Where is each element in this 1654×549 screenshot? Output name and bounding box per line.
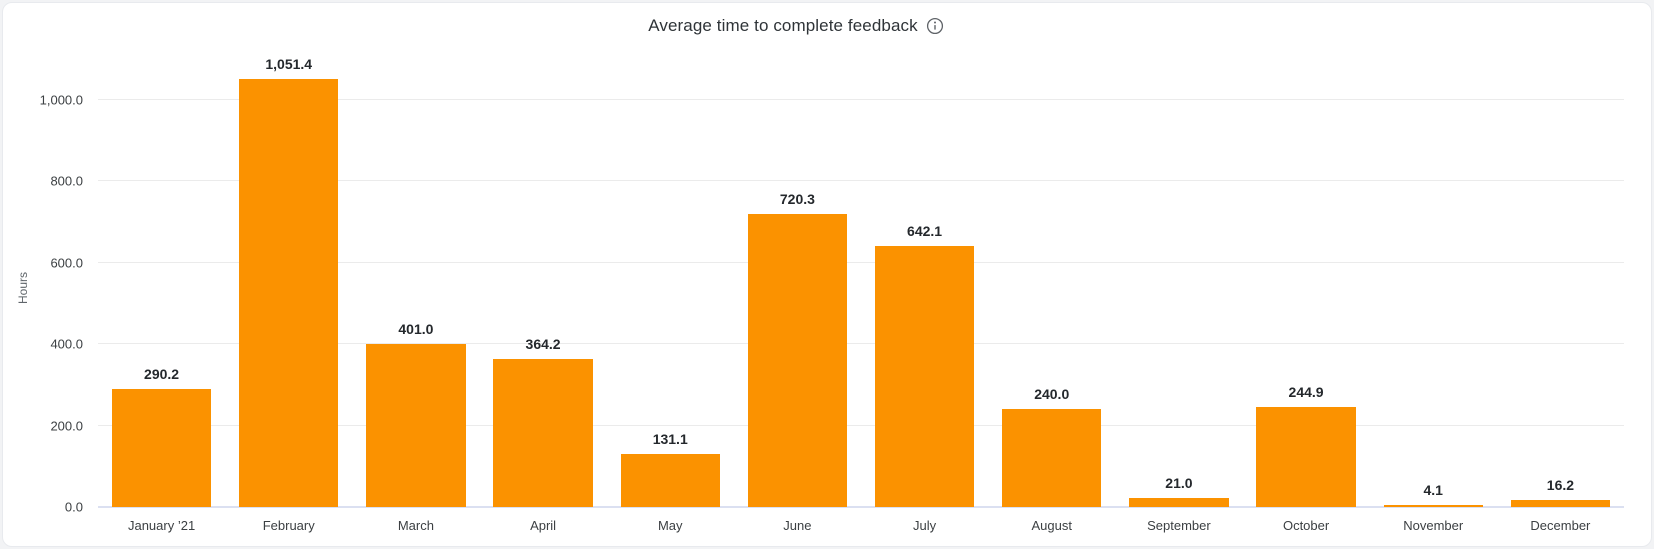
bar[interactable] xyxy=(1383,505,1483,507)
bar[interactable] xyxy=(1510,500,1610,507)
bar[interactable] xyxy=(620,453,720,507)
gridline xyxy=(98,180,1624,182)
y-tick-label: 800.0 xyxy=(50,173,83,189)
bar-slot: 240.0 xyxy=(988,59,1115,507)
gridline xyxy=(98,98,1624,100)
bar[interactable] xyxy=(747,213,847,507)
x-tick-label: March xyxy=(397,518,434,533)
y-axis-ticks: 0.0 200.0 400.0 600.0 800.0 1,000.0 xyxy=(3,59,83,514)
bar-slot: 244.9 xyxy=(1243,59,1370,507)
bar[interactable] xyxy=(1129,498,1229,507)
bar[interactable] xyxy=(1002,409,1102,507)
bar-value-label: 16.2 xyxy=(1546,477,1575,494)
bar[interactable] xyxy=(493,358,593,507)
bar[interactable] xyxy=(239,78,339,507)
x-tick-label: May xyxy=(657,518,683,533)
x-tick-label: July xyxy=(913,518,937,533)
y-tick-label: 1,000.0 xyxy=(39,92,83,108)
bar-slot: 364.2 xyxy=(480,59,607,507)
x-axis-baseline xyxy=(98,506,1624,508)
gridline xyxy=(98,343,1624,345)
bar[interactable] xyxy=(1256,407,1356,507)
bar-slot: 1,051.4 xyxy=(225,56,352,507)
bar-value-label: 244.9 xyxy=(1288,384,1324,401)
x-tick-label: February xyxy=(262,518,315,533)
bar-slot: 401.0 xyxy=(352,59,479,507)
x-tick-label: December xyxy=(1530,518,1591,533)
bar[interactable] xyxy=(111,388,212,507)
bar-value-label: 290.2 xyxy=(144,365,180,382)
info-icon[interactable] xyxy=(926,17,944,35)
bar-value-label: 364.2 xyxy=(525,335,561,352)
bar-value-label: 642.1 xyxy=(907,222,943,239)
x-tick-label: January ’21 xyxy=(127,518,196,533)
x-tick-label: June xyxy=(783,518,812,533)
bar-slot: 131.1 xyxy=(607,59,734,507)
bar-slot: 642.1 xyxy=(861,59,988,507)
y-tick-label: 200.0 xyxy=(50,418,83,434)
bar-value-label: 131.1 xyxy=(652,430,688,447)
bar-value-label: 21.0 xyxy=(1165,475,1193,492)
x-tick-label: April xyxy=(530,518,557,533)
x-axis-labels: January ’21 February March April May June July… xyxy=(98,518,1624,536)
bar-slot: 4.1 xyxy=(1370,59,1497,507)
chart-header: Average time to complete feedback xyxy=(3,16,1589,36)
bar-value-label: 4.1 xyxy=(1423,482,1443,499)
bar-value-label: 1,051.4 xyxy=(265,55,313,72)
x-tick-label: September xyxy=(1147,518,1211,533)
gridline xyxy=(98,261,1624,263)
bar-value-label: 720.3 xyxy=(779,190,815,207)
y-tick-label: 600.0 xyxy=(50,255,83,271)
bar-slot: 290.2 xyxy=(98,59,225,507)
bar-slot: 16.2 xyxy=(1497,59,1624,507)
x-tick-label: October xyxy=(1282,518,1330,533)
bar[interactable] xyxy=(874,245,975,507)
gridline xyxy=(98,424,1624,426)
bar-slot: 720.3 xyxy=(734,59,861,507)
y-tick-label: 400.0 xyxy=(50,336,83,352)
bar-slot: 21.0 xyxy=(1115,59,1242,507)
bar[interactable] xyxy=(366,343,466,507)
chart-title: Average time to complete feedback xyxy=(648,16,918,35)
x-tick-label: August xyxy=(1031,518,1072,533)
plot-area: 290.2 1,051.4 401.0 364.2 131.1 720.3 642.1 240… xyxy=(98,56,1624,508)
y-tick-label: 0.0 xyxy=(64,499,83,515)
bar-value-label: 240.0 xyxy=(1034,386,1070,403)
bar-value-label: 401.0 xyxy=(398,320,434,337)
x-tick-label: November xyxy=(1403,518,1464,533)
